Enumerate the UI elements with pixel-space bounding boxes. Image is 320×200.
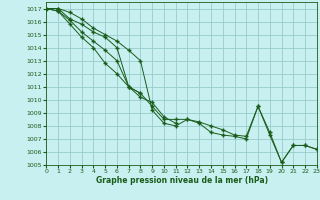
X-axis label: Graphe pression niveau de la mer (hPa): Graphe pression niveau de la mer (hPa) — [96, 176, 268, 185]
